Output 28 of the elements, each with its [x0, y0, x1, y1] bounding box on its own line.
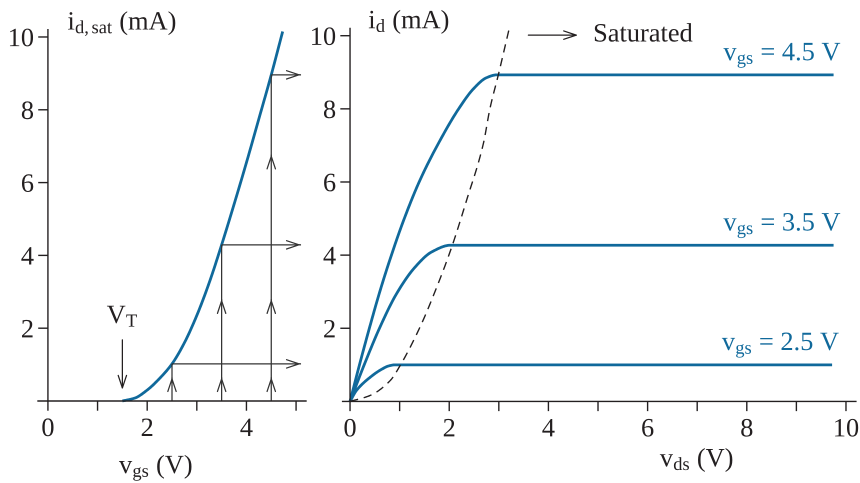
- x-tick-label: 0: [344, 418, 356, 437]
- y-axis-title: i$_{d,sat}$ (mA): [68, 11, 176, 36]
- x-tick-label: 8: [741, 418, 752, 437]
- x-tick-label: 6: [642, 418, 654, 437]
- x-axis-title: v$_{gs}$ (V): [118, 454, 192, 481]
- y-tick-label: 6: [324, 174, 336, 192]
- y-axis-title: i$_{d}$ (mA): [368, 10, 448, 34]
- x-tick-label: 4: [542, 419, 555, 436]
- y-tick-label: 8: [22, 101, 34, 120]
- x-tick-label: 2: [142, 418, 152, 436]
- x-tick-label: 4: [240, 418, 253, 436]
- x-axis-title: v$_{ds}$ (V): [660, 448, 732, 472]
- annotation: V$_{T}$: [106, 306, 137, 327]
- y-tick-label: 8: [324, 100, 336, 118]
- y-tick-label: 2: [22, 320, 33, 338]
- y-tick-label: 10: [10, 28, 34, 46]
- series-label: v$_{gs}$ = 3.5 V: [723, 212, 840, 238]
- x-tick-label: 2: [444, 418, 454, 436]
- annotation: Saturated: [594, 23, 692, 42]
- x-tick-label: 0: [42, 418, 54, 436]
- x-tick-label: 10: [835, 418, 858, 437]
- y-tick-label: 2: [324, 320, 335, 338]
- y-tick-label: 4: [21, 247, 34, 265]
- y-tick-label: 10: [312, 27, 336, 46]
- y-tick-label: 6: [22, 174, 34, 192]
- series-label: v$_{gs}$ = 4.5 V: [723, 42, 840, 68]
- y-tick-label: 4: [323, 246, 336, 264]
- series-label: v$_{gs}$ = 2.5 V: [722, 332, 839, 358]
